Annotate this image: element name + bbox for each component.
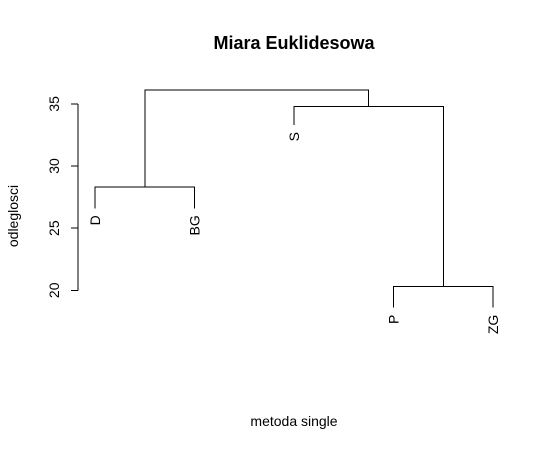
leaf-label: ZG [485, 315, 501, 334]
leaf-label: P [386, 315, 402, 324]
leaf-label: S [286, 132, 302, 141]
y-tick-label: 35 [46, 96, 62, 112]
y-tick-label: 25 [46, 220, 62, 236]
chart-title: Miara Euklidesowa [213, 33, 375, 53]
y-axis-label: odleglosci [5, 185, 21, 247]
x-axis-label: metoda single [250, 413, 337, 429]
merge-link [293, 105, 444, 287]
y-tick-label: 20 [46, 282, 62, 298]
leaf-label: BG [187, 215, 203, 235]
leaf-labels: D BG S P ZG [87, 132, 501, 334]
merge-link [144, 89, 370, 188]
merge-link [393, 286, 494, 308]
leaf-label: D [87, 215, 103, 225]
y-tick-label: 30 [46, 158, 62, 174]
dendrogram-links [94, 89, 494, 308]
merge-link [94, 186, 195, 209]
y-axis: 20 25 30 35 [46, 96, 79, 298]
